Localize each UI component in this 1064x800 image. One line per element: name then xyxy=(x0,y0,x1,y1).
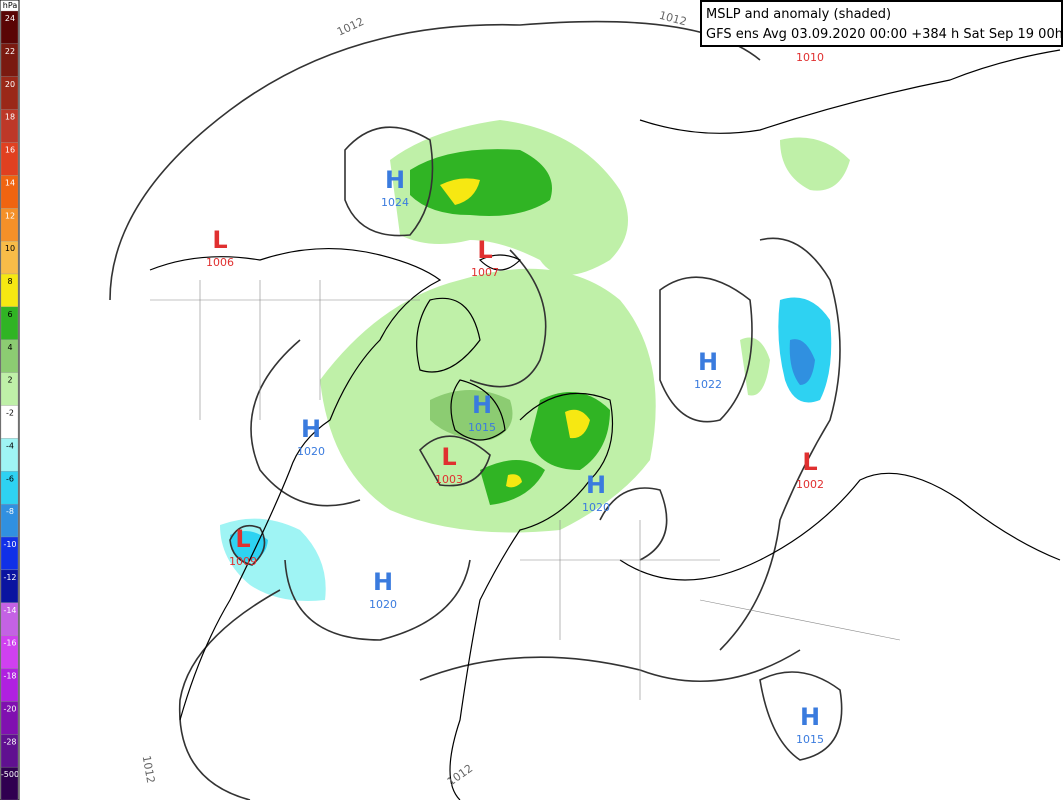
center-letter: H xyxy=(373,568,393,596)
legend-label: -2 xyxy=(6,409,14,418)
center-value: 1020 xyxy=(369,598,397,611)
legend-label: -8 xyxy=(6,507,14,516)
center-value: 1020 xyxy=(582,501,610,514)
legend-label: 2 xyxy=(7,376,12,385)
legend-label: 8 xyxy=(7,277,12,286)
center-value: 1015 xyxy=(796,733,824,746)
center-value: 1020 xyxy=(297,445,325,458)
legend-label: 20 xyxy=(5,80,15,89)
legend-label: 4 xyxy=(7,343,12,352)
legend-label: -500 xyxy=(1,770,19,779)
center-value: 1024 xyxy=(381,196,409,209)
borders xyxy=(150,280,901,700)
center-letter: L xyxy=(477,236,492,264)
center-value: 1003 xyxy=(435,473,463,486)
legend-label: 24 xyxy=(5,14,15,23)
isobar-label: 1010 xyxy=(796,51,824,64)
center-letter: H xyxy=(586,471,606,499)
center-letter: L xyxy=(441,443,456,471)
center-letter: L xyxy=(802,448,817,476)
isobar-label: 1012 xyxy=(140,754,158,784)
center-value: 1022 xyxy=(694,378,722,391)
coastlines xyxy=(149,49,1061,800)
legend-label: -20 xyxy=(3,704,16,713)
center-value: 1007 xyxy=(471,266,499,279)
center-value: 1015 xyxy=(468,421,496,434)
subtitle-line: GFS ens Avg 03.09.2020 00:00 +384 h Sat … xyxy=(706,27,1064,42)
legend-label: -16 xyxy=(3,639,16,648)
legend: hPa 24 22 20 18 16 14 12 10 8 6 4 2 -2 -4 -6 -8 -10 -12 -14… xyxy=(0,0,20,800)
anomaly-shading xyxy=(220,120,850,601)
legend-label: -18 xyxy=(3,672,16,681)
legend-label: -12 xyxy=(3,573,16,582)
center-letter: L xyxy=(235,525,250,553)
legend-label: 22 xyxy=(5,47,15,56)
center-letter: H xyxy=(800,703,820,731)
legend-label: 12 xyxy=(5,211,15,220)
center-letter: H xyxy=(301,415,321,443)
center-value: 1006 xyxy=(206,256,234,269)
title-frame xyxy=(700,0,1063,47)
title-line: MSLP and anomaly (shaded) xyxy=(706,7,891,22)
legend-label: -4 xyxy=(6,441,14,450)
center-letter: H xyxy=(698,348,718,376)
legend-label: 10 xyxy=(5,244,15,253)
center-value: 1002 xyxy=(796,478,824,491)
legend-label: 16 xyxy=(5,146,15,155)
center-letter: H xyxy=(472,391,492,419)
legend-label: -14 xyxy=(3,606,16,615)
center-letter: L xyxy=(212,226,227,254)
legend-label: 14 xyxy=(5,178,15,187)
legend-swatch xyxy=(0,766,19,800)
legend-unit: hPa xyxy=(3,1,18,10)
legend-label: -28 xyxy=(3,737,16,746)
legend-label: 6 xyxy=(7,310,12,319)
pressure-centers: H 1024 L 1006 L 1007 H 1022 H 1015 H 1020 L 1003 H 1020… xyxy=(206,166,824,746)
center-value: 1009 xyxy=(229,555,257,568)
legend-label: 18 xyxy=(5,113,15,122)
title-box: MSLP and anomaly (shaded) GFS ens Avg 03… xyxy=(700,0,1064,47)
center-letter: H xyxy=(385,166,405,194)
legend-label: -10 xyxy=(3,540,16,549)
legend-label: -6 xyxy=(6,474,14,483)
